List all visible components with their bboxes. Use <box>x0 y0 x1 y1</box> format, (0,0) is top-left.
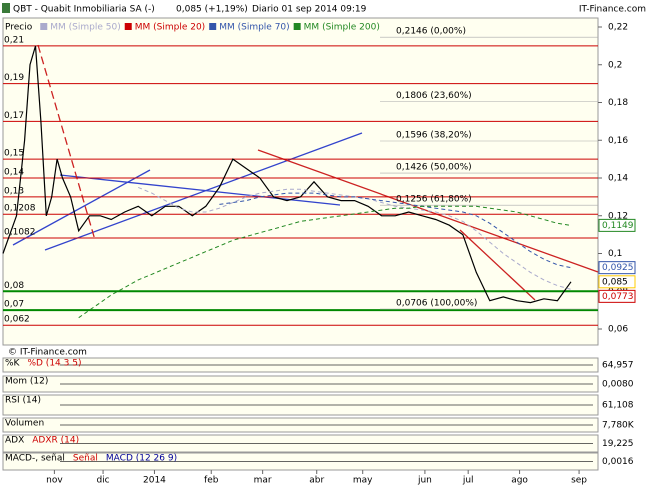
level-label: 0,15 <box>4 149 24 159</box>
indicator-label: %D (14 3 5) <box>27 359 81 369</box>
y-tick-label: 0,18 <box>608 98 628 108</box>
legend-label: MM (Simple 70) <box>219 23 289 33</box>
price-box <box>598 289 636 303</box>
indicator-value: 0,0016 <box>602 457 634 467</box>
level-label: 0,13 <box>4 186 24 196</box>
x-tick-label: nov <box>46 476 63 486</box>
level-label: 0,19 <box>4 73 24 83</box>
level-label: 0,17 <box>4 111 24 121</box>
fib-label: 0,1806 (23,60%) <box>396 91 472 101</box>
fib-label: 0,1426 (50,00%) <box>396 163 472 173</box>
indicator-value: 7,780K <box>602 421 635 431</box>
level-label: 0,1082 <box>4 228 36 238</box>
fib-label: 0,1596 (38,20%) <box>396 131 472 141</box>
level-label: 0,1208 <box>4 204 36 214</box>
logo <box>2 3 10 13</box>
indicator-label: Volumen <box>5 419 44 429</box>
indicator-label: Señal <box>73 454 98 464</box>
main-panel <box>2 17 599 346</box>
price-box-label: 0,0925 <box>602 263 634 273</box>
price-line <box>2 45 572 304</box>
indicator-value: 0,0080 <box>602 380 634 390</box>
level-label: 0,062 <box>4 315 30 325</box>
price-box <box>598 261 636 275</box>
moving-average <box>78 205 572 319</box>
legend-swatch <box>209 23 217 30</box>
price-box-label: 0,1149 <box>602 221 634 231</box>
y-tick-label: 0,12 <box>608 211 628 221</box>
x-tick-label: mar <box>254 476 272 486</box>
y-tick-label: 0,2 <box>608 60 622 70</box>
indicator-value: 64,957 <box>602 361 634 371</box>
legend-label: MM (Simple 200) <box>304 23 380 33</box>
trendline <box>37 44 96 241</box>
title: QBT - Quabit Inmobiliaria SA (-) <box>13 5 155 15</box>
indicator-label: MACD (12 26 9) <box>106 454 177 464</box>
level-label: 0,08 <box>4 281 24 291</box>
x-tick-label: feb <box>204 476 219 486</box>
legend-label: MM (Simple 50) <box>50 23 120 33</box>
y-tick-label: 0,14 <box>608 174 628 184</box>
y-tick-label: 0,16 <box>608 136 628 146</box>
price-box-label: 0,0773 <box>602 292 634 302</box>
y-tick-label: 0,1 <box>608 249 622 259</box>
legend-swatch <box>293 23 301 30</box>
indicator-label: Mom (12) <box>5 377 48 387</box>
price-box <box>598 218 636 232</box>
x-tick-label: may <box>353 476 373 486</box>
indicator-label: MACD-, señal <box>5 454 65 464</box>
indicator-label: %K <box>5 359 21 369</box>
indicator-value: 61,108 <box>602 401 634 411</box>
quote: 0,085 (+1,19%) <box>176 5 248 15</box>
level-label: 0,07 <box>4 300 24 310</box>
fib-label: 0,0706 (100,00%) <box>396 298 477 308</box>
legend-label: MM (Simple 20) <box>135 23 205 33</box>
price-box-label: 0,085 <box>602 277 628 287</box>
x-tick-label: ago <box>511 476 528 486</box>
legend-swatch <box>40 23 48 30</box>
indicator-label: ADXR (14) <box>32 436 79 446</box>
x-tick-label: sep <box>571 476 587 486</box>
moving-average <box>219 192 572 269</box>
fib-label: 0,2146 (0,00%) <box>396 27 466 37</box>
fib-label: 0,1256 (61,80%) <box>396 195 472 205</box>
y-tick-label: 0,22 <box>608 23 628 33</box>
price-box <box>598 275 636 289</box>
brand: IT-Finance.com <box>579 5 646 15</box>
legend-label: Precio <box>5 23 33 33</box>
x-tick-label: dic <box>96 476 109 486</box>
period: Diario 01 sep 2014 09:19 <box>252 5 367 15</box>
y-tick-label: 0,06 <box>608 325 628 335</box>
x-tick-label: 2014 <box>143 476 166 486</box>
watermark: © IT-Finance.com <box>8 348 87 358</box>
level-label: 0,21 <box>4 35 24 45</box>
x-tick-label: jul <box>462 476 474 486</box>
indicator-label: RSI (14) <box>5 396 41 406</box>
indicator-label: ADX <box>5 436 24 446</box>
indicator-value: 19,225 <box>602 439 634 449</box>
x-tick-label: abr <box>309 476 324 486</box>
legend-swatch <box>124 23 132 30</box>
trendline <box>59 174 341 206</box>
level-label: 0,14 <box>4 168 24 178</box>
trendline <box>459 229 536 301</box>
trendline <box>44 132 363 251</box>
x-tick-label: jun <box>417 476 432 486</box>
